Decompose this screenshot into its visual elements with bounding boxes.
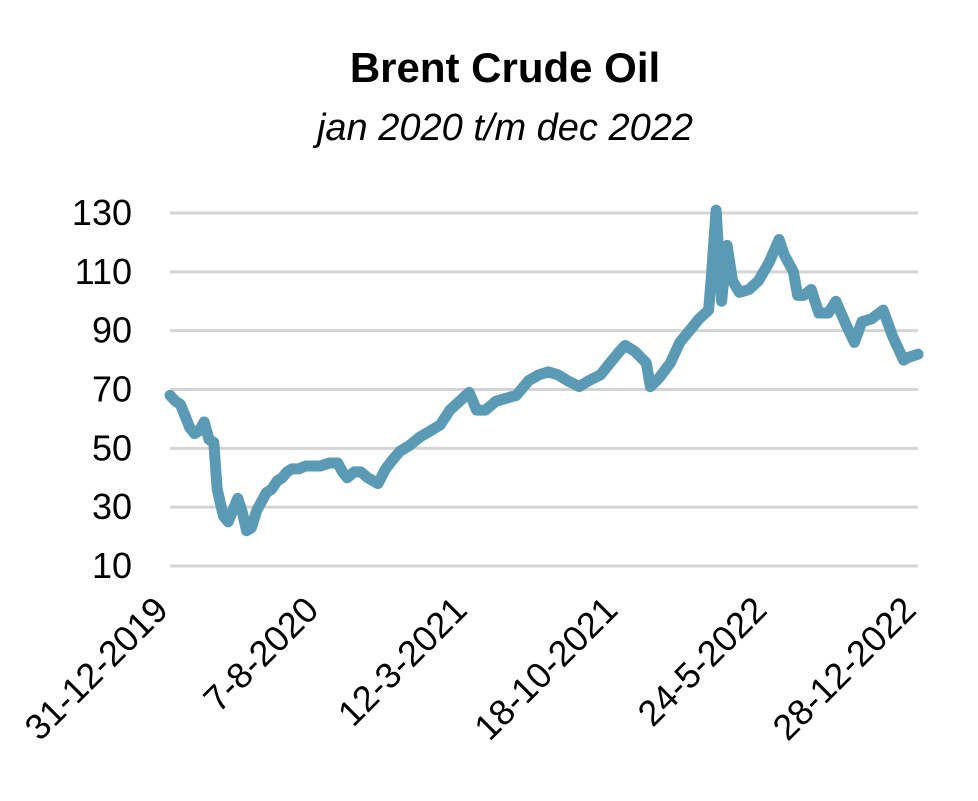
series-group — [164, 204, 924, 537]
y-tick-label: 70 — [92, 369, 132, 410]
chart-subtitle: jan 2020 t/m dec 2022 — [312, 107, 693, 149]
x-tick-label: 7-8-2020 — [195, 589, 326, 720]
series-line-0 — [164, 204, 924, 537]
y-tick-label: 130 — [72, 192, 132, 233]
x-tick-label: 31-12-2019 — [16, 589, 175, 748]
y-axis: 10 30 50 70 90 110 130 — [72, 192, 132, 586]
y-tick-label: 110 — [75, 251, 132, 292]
y-tick-label: 10 — [92, 545, 132, 586]
x-tick-label: 28-12-2022 — [764, 589, 923, 748]
x-tick-label: 12-3-2021 — [330, 589, 475, 734]
chart-title: Brent Crude Oil — [350, 44, 660, 91]
grid-lines — [170, 211, 918, 568]
y-tick-label: 50 — [92, 427, 132, 468]
x-tick-label: 18-10-2021 — [466, 589, 625, 748]
y-tick-label: 30 — [92, 486, 132, 527]
y-tick-label: 90 — [92, 310, 132, 351]
x-tick-label: 24-5-2022 — [629, 589, 774, 734]
